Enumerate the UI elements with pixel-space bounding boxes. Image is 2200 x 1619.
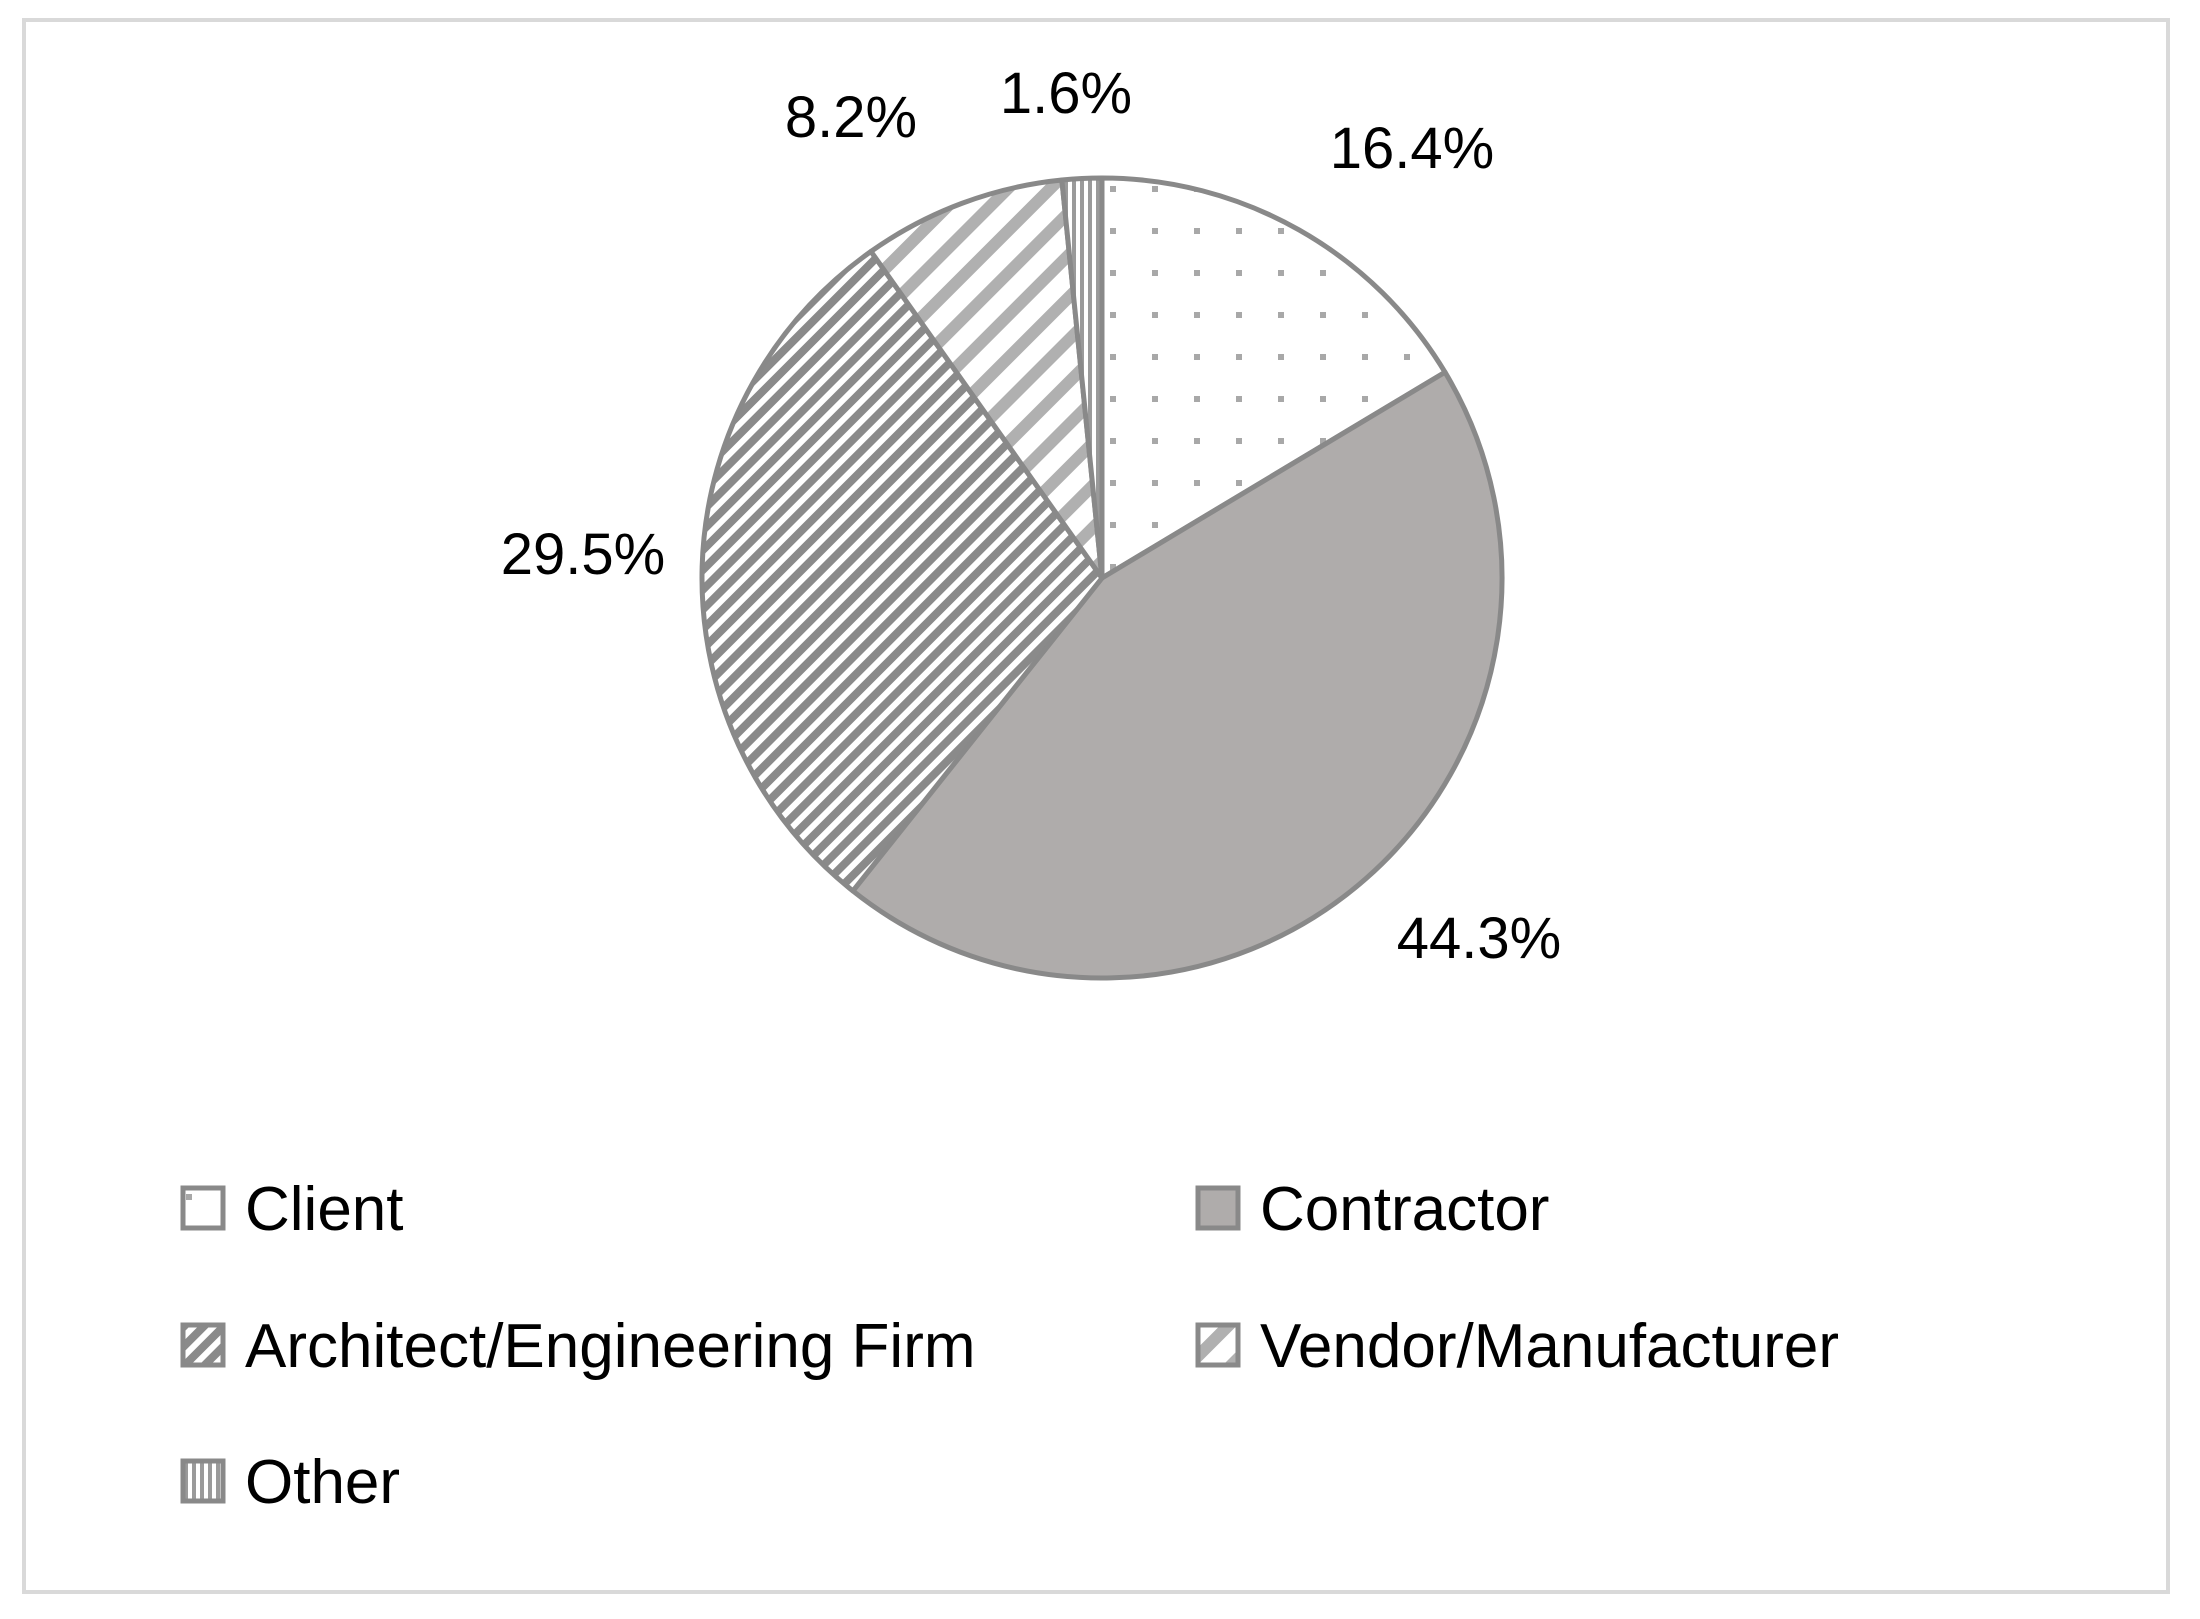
legend-swatch-other [180,1458,226,1504]
pie-slice-vendor-manufacturer [868,177,1105,581]
legend-label-architect-engineering-firm: Architect/Engineering Firm [245,1312,976,1381]
pie-data-labels: 16.4% 44.3% 29.5% 8.2% 1.6% [501,61,1561,971]
legend-swatch-architect-engineering-firm [180,1322,226,1368]
legend-item-client: Client [180,1175,404,1244]
pie-slice-client [1099,175,1448,581]
pie-slices [699,175,1505,981]
data-label-client: 16.4% [1330,116,1494,181]
pie-slice-other [1059,175,1105,581]
pie-slice-architect-engineering-firm [699,248,1105,894]
legend-item-other: Other [180,1448,400,1517]
legend-swatch-vendor-manufacturer [1195,1322,1241,1368]
legend-label-other: Other [245,1448,400,1517]
data-label-other: 1.6% [1000,61,1132,126]
data-label-architect-engineering-firm: 29.5% [501,522,665,587]
legend-label-contractor: Contractor [1260,1175,1549,1244]
pie-slice-contractor [850,369,1505,981]
legend: Client Contractor Architect/Engineering Fi… [180,1175,1839,1517]
legend-item-vendor-manufacturer: Vendor/Manufacturer [1195,1312,1839,1381]
legend-item-architect-engineering-firm: Architect/Engineering Firm [180,1312,976,1381]
legend-item-contractor: Contractor [1195,1175,1549,1244]
legend-swatch-contractor [1195,1185,1241,1231]
data-label-vendor-manufacturer: 8.2% [785,85,917,150]
legend-label-client: Client [245,1175,404,1244]
legend-swatch-client [180,1185,226,1231]
legend-label-vendor-manufacturer: Vendor/Manufacturer [1260,1312,1839,1381]
data-label-contractor: 44.3% [1397,906,1561,971]
